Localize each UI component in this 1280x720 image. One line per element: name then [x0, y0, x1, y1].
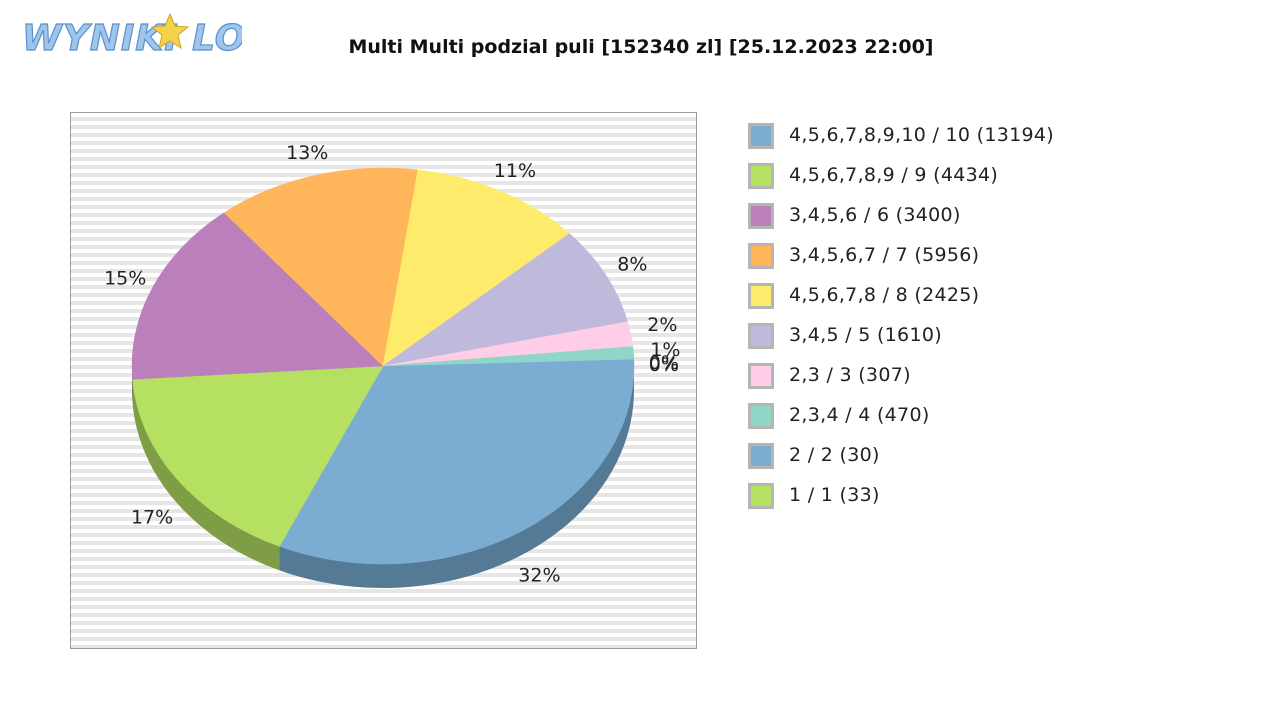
legend-swatch — [748, 283, 774, 309]
pie-pct-label: 13% — [286, 142, 328, 164]
legend-label: 2,3,4 / 4 (470) — [789, 404, 930, 426]
pie-side-4-5-6-7-8-9-10-10-13194 — [279, 366, 635, 588]
pie-pct-label: 15% — [104, 268, 146, 290]
pie-pct-label: 0% — [649, 352, 679, 374]
legend-swatch — [748, 203, 774, 229]
legend-label: 4,5,6,7,8,9,10 / 10 (13194) — [789, 124, 1055, 146]
pie-pct-label: 11% — [494, 160, 536, 182]
legend-swatch — [748, 243, 774, 269]
legend-swatch — [748, 323, 774, 349]
pie-slice-3-4-5-5-1610 — [382, 233, 628, 367]
pie-slice-3-4-5-6-7-7-5956 — [223, 167, 419, 367]
legend-label: 2 / 2 (30) — [789, 444, 880, 466]
pie-pct-label: 1% — [650, 339, 680, 361]
pie-pct-label: 32% — [518, 564, 560, 586]
legend-label: 2,3 / 3 (307) — [789, 364, 911, 386]
pie-pct-label: 17% — [131, 506, 173, 528]
star-icon — [150, 12, 190, 50]
pie-slice-4-5-6-7-8-9-9-4434 — [132, 365, 384, 547]
legend-swatch — [748, 163, 774, 189]
pie-side-4-5-6-7-8-9-9-4434 — [132, 379, 280, 571]
legend-label: 3,4,5 / 5 (1610) — [789, 324, 942, 346]
pie-pct-label: 8% — [617, 254, 647, 276]
pie-slice-4-5-6-7-8-9-10-10-13194 — [279, 358, 635, 565]
legend-label: 3,4,5,6,7 / 7 (5956) — [789, 244, 980, 266]
pie-slice-3-4-5-6-6-3400 — [131, 212, 384, 380]
legend-label: 1 / 1 (33) — [789, 484, 880, 506]
legend-swatch — [748, 403, 774, 429]
pie-slice-4-5-6-7-8-8-2425 — [382, 169, 570, 367]
legend-swatch — [748, 363, 774, 389]
chart-title: Multi Multi podzial puli [152340 zl] [25… — [348, 36, 934, 58]
pie-pct-label: 0% — [649, 354, 679, 376]
legend-swatch — [748, 443, 774, 469]
pie-pct-label: 2% — [647, 314, 677, 336]
legend-swatch — [748, 483, 774, 509]
legend-swatch — [748, 123, 774, 149]
legend-label: 4,5,6,7,8,9 / 9 (4434) — [789, 164, 999, 186]
legend-label: 4,5,6,7,8 / 8 (2425) — [789, 284, 980, 306]
pie-slice-2-3-4-4-470 — [382, 346, 635, 367]
legend-label: 3,4,5,6 / 6 (3400) — [789, 204, 961, 226]
